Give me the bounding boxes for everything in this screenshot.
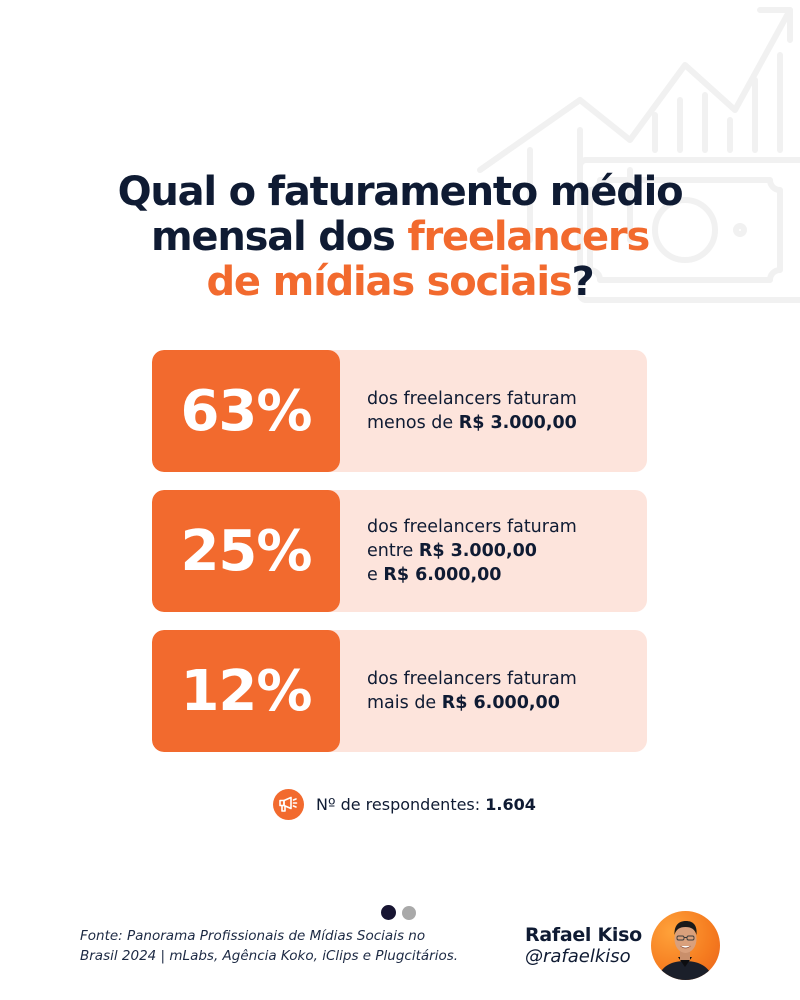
stat-percent: 25% (152, 490, 340, 612)
stat-percent: 12% (152, 630, 340, 752)
stat-line-2-prefix: mais de (367, 693, 442, 713)
stat-description: dos freelancers faturam mais de R$ 6.000… (367, 630, 637, 752)
stat-description: dos freelancers faturam menos de R$ 3.00… (367, 350, 637, 472)
title-line-2-dark: mensal dos (150, 214, 408, 260)
stat-line-2-prefix: menos de (367, 413, 459, 433)
stat-line-1: dos freelancers faturam (367, 517, 577, 537)
stat-line-2: entre R$ 3.000,00 (367, 539, 637, 563)
source-line-2: Brasil 2024 | mLabs, Agência Koko, iClip… (80, 948, 459, 964)
stat-amount: R$ 3.000,00 (458, 413, 577, 433)
stat-card-63: 63% dos freelancers faturam menos de R$ … (152, 350, 647, 472)
carousel-pagination (381, 905, 416, 920)
avatar (651, 911, 720, 980)
source-line-1: Fonte: Panorama Profissionais de Mídias … (80, 928, 426, 944)
title-question-mark: ? (571, 259, 594, 305)
stat-description: dos freelancers faturam entre R$ 3.000,0… (367, 490, 637, 612)
title-line-3: de mídias sociais? (0, 260, 800, 305)
page-title: Qual o faturamento médio mensal dos free… (0, 170, 800, 305)
stat-line-2-prefix: entre (367, 541, 419, 561)
stat-line-1: dos freelancers faturam (367, 389, 577, 409)
growth-chart-watermark-icon (477, 7, 800, 303)
stat-line-2: menos de R$ 3.000,00 (367, 411, 637, 435)
respondents-text: Nº de respondentes: 1.604 (316, 795, 536, 814)
title-line-2: mensal dos freelancers (0, 215, 800, 260)
title-highlight-social-media: de mídias sociais (206, 259, 573, 305)
stat-percent: 63% (152, 350, 340, 472)
source-citation: Fonte: Panorama Profissionais de Mídias … (80, 926, 480, 966)
respondents-count: Nº de respondentes: 1.604 (273, 788, 536, 820)
respondents-label: Nº de respondentes: (316, 794, 486, 814)
respondents-value: 1.604 (485, 794, 536, 814)
stat-line-3: e R$ 6.000,00 (367, 563, 637, 587)
author-handle: @rafaelkiso (525, 946, 631, 967)
stat-line-1: dos freelancers faturam (367, 669, 577, 689)
stat-line-2: mais de R$ 6.000,00 (367, 691, 637, 715)
stat-card-12: 12% dos freelancers faturam mais de R$ 6… (152, 630, 647, 752)
stat-amount: R$ 3.000,00 (418, 541, 537, 561)
title-highlight-freelancers: freelancers (407, 214, 650, 260)
title-line-1: Qual o faturamento médio (117, 169, 684, 215)
stat-amount: R$ 6.000,00 (441, 693, 560, 713)
person-portrait-icon (657, 921, 714, 980)
author-info: Rafael Kiso @rafaelkiso (525, 924, 642, 968)
pagination-dot-inactive[interactable] (402, 906, 416, 920)
stat-line-3-prefix: e (367, 565, 384, 585)
author-name: Rafael Kiso (525, 924, 642, 946)
megaphone-icon (273, 788, 304, 820)
stat-card-25: 25% dos freelancers faturam entre R$ 3.0… (152, 490, 647, 612)
pagination-dot-active[interactable] (381, 905, 396, 920)
stat-amount: R$ 6.000,00 (383, 565, 502, 585)
